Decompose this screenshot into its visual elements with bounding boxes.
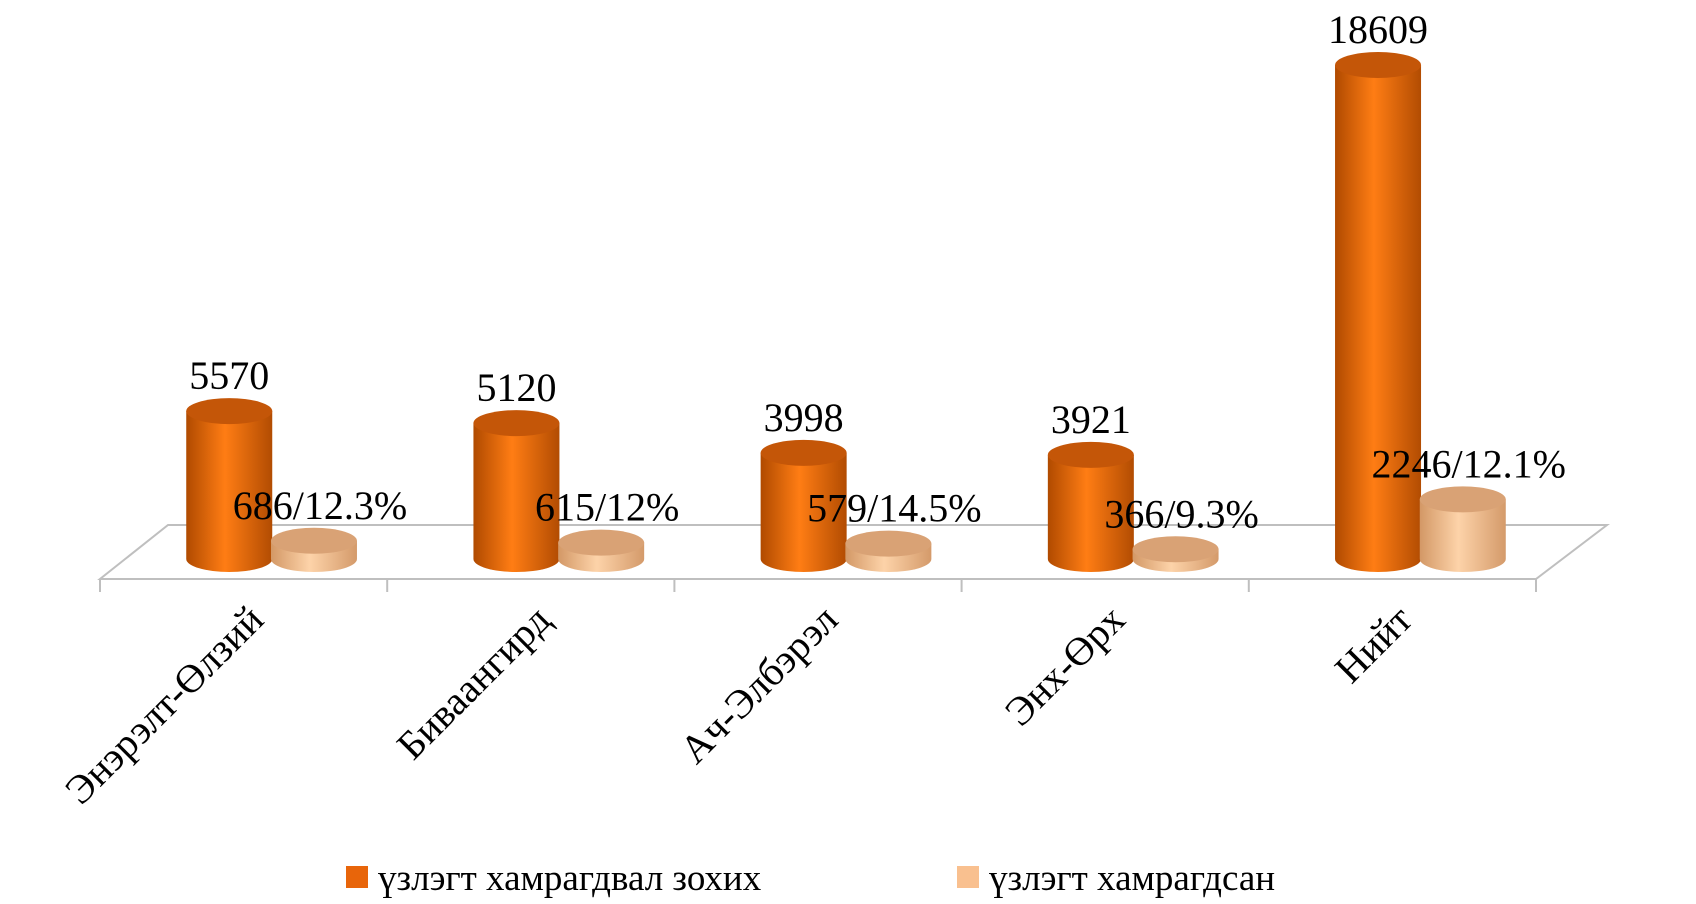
value-label: 5570 bbox=[189, 353, 269, 398]
bar bbox=[1419, 499, 1506, 572]
value-label: 366/9.3% bbox=[1104, 491, 1258, 536]
value-label: 3921 bbox=[1051, 397, 1131, 442]
bar-top bbox=[845, 530, 932, 557]
bar bbox=[760, 452, 847, 572]
value-label: 615/12% bbox=[535, 485, 679, 530]
bar-top bbox=[473, 410, 560, 437]
bar bbox=[473, 423, 560, 572]
x-tick-label: Нийт bbox=[1326, 597, 1421, 692]
value-label: 579/14.5% bbox=[807, 486, 981, 531]
legend-swatch bbox=[957, 866, 979, 888]
value-label: 686/12.3% bbox=[233, 483, 407, 528]
x-tick-label: Биваангирд bbox=[388, 597, 559, 768]
bar bbox=[1335, 65, 1422, 572]
value-label: 2246/12.1% bbox=[1372, 441, 1566, 486]
bar-top bbox=[1335, 52, 1422, 78]
bar-top bbox=[186, 398, 273, 425]
bar-top bbox=[1047, 441, 1134, 468]
bar-top bbox=[270, 527, 357, 554]
bar bbox=[1047, 454, 1134, 572]
value-label: 18609 bbox=[1328, 7, 1428, 52]
legend-swatch bbox=[346, 866, 368, 888]
bar-top bbox=[1419, 486, 1506, 513]
x-tick-label: Энэрэлт-Өлзий bbox=[56, 597, 272, 813]
value-label: 3998 bbox=[764, 395, 844, 440]
x-tick-label: Ач-Элбэрэл bbox=[671, 597, 846, 772]
x-tick-label: Энх-Өрх bbox=[996, 597, 1134, 735]
bar-top bbox=[1132, 536, 1219, 563]
bar-top bbox=[558, 529, 645, 556]
legend-label: үзлэгт хамрагдвал зохих bbox=[378, 858, 762, 899]
value-label: 5120 bbox=[476, 365, 556, 410]
bar-top bbox=[760, 439, 847, 466]
bar bbox=[186, 411, 273, 572]
legend-label: үзлэгт хамрагдсан bbox=[989, 858, 1275, 899]
